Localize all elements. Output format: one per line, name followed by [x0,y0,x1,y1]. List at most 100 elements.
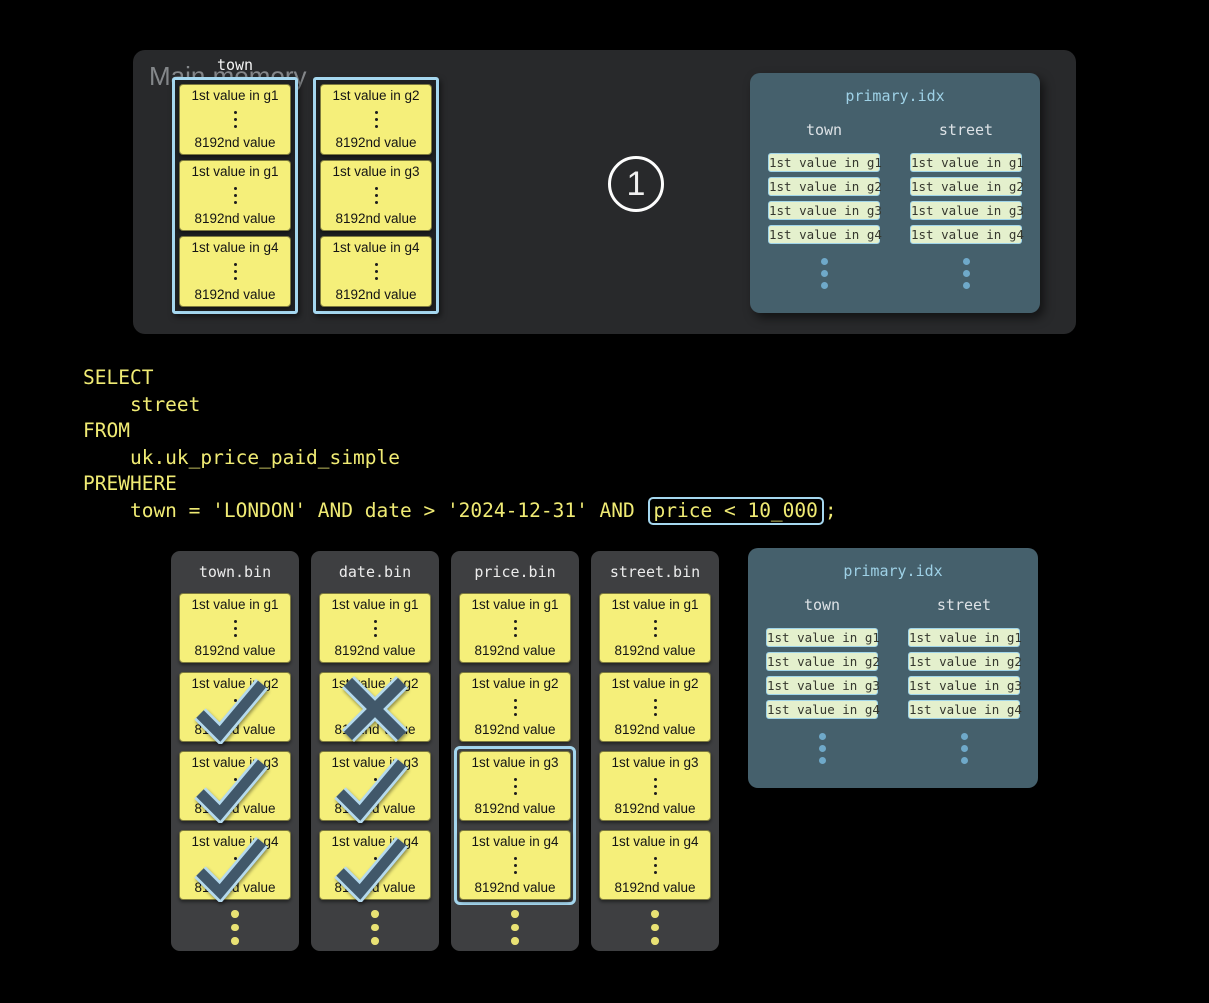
granule-last-value: 8192nd value [614,801,696,817]
sql-line-from: FROM [83,419,130,443]
ellipsis-icon [233,263,237,280]
granule-last-value: 8192nd value [474,801,556,817]
index-entry: 1st value in g1 [910,153,1024,172]
granule-last-value: 8192nd value [194,211,276,227]
bin-column-title: street.bin [609,563,701,581]
granule-first-value: 1st value in g4 [191,240,279,255]
primary-idx-title: primary.idx [843,562,943,580]
ellipsis-icon [653,619,657,637]
granule-g1: 1st value in g1 8192nd value [179,593,291,663]
granule-first-value: 1st value in g2 [471,676,559,691]
granule-last-value: 8192nd value [335,135,417,151]
ellipsis-icon [373,777,377,795]
index-entry: 1st value in g2 [908,652,1022,671]
more-entries-dots [960,733,968,764]
memory-column-label: town [216,56,254,74]
granule-g2: 1st value in g2 8192nd value [459,672,571,742]
index-column-label: town [803,596,841,614]
granule-g1: 1st value in g1 8192nd value [179,84,291,155]
ellipsis-icon [233,698,237,716]
index-entry: 1st value in g4 [910,225,1024,244]
granule-last-value: 8192nd value [614,643,696,659]
granule-g4: 1st value in g4 8192nd value [599,830,711,900]
granule-g1: 1st value in g1 8192nd value [319,593,431,663]
sql-line-select: SELECT [83,366,154,389]
index-column-street: street 1st value in g1 1st value in g2 1st … [906,121,1026,289]
step-1-badge: 1 [608,156,664,212]
granule-g2: 1st value in g2 8192nd value [319,672,431,743]
granule-g2: 1st value in g2 8192nd value [179,672,291,744]
index-column-label: street [936,596,992,614]
ellipsis-icon [373,856,377,874]
sql-line-select-column: street [83,392,201,416]
granule-last-value: 8192nd value [335,211,417,227]
granule-g1: 1st value in g1 8192nd value [459,593,571,663]
index-entry: 1st value in g1 [768,153,882,172]
ellipsis-icon [513,698,517,716]
granule-first-value: 1st value in g2 [191,676,279,691]
granule-g3: 1st value in g3 8192nd value [319,751,431,823]
sql-predicate-prefix: town = 'LONDON' AND date > '2024-12-31' … [83,498,647,522]
index-column-town: town 1st value in g1 1st value in g2 1st va… [764,121,884,289]
more-entries-dots [962,258,970,289]
granule-first-value: 1st value in g2 [332,88,420,103]
granule-g3: 1st value in g3 8192nd value [459,751,571,821]
granule-last-value: 8192nd value [194,135,276,151]
index-entry: 1st value in g2 [768,177,882,196]
ellipsis-icon [513,777,517,795]
ellipsis-icon [373,619,377,637]
granule-g2: 1st value in g2 8192nd value [599,672,711,742]
index-entry: 1st value in g3 [766,676,880,695]
bin-column-price: price.bin 1st value in g1 8192nd value 1st… [451,551,579,951]
granule-first-value: 1st value in g4 [332,240,420,255]
granule-g4: 1st value in g4 8192nd value [459,830,571,900]
ellipsis-icon [374,111,378,128]
granule-g3: 1st value in g3 8192nd value [599,751,711,821]
bin-column-date: date.bin 1st value in g1 8192nd value 1st … [311,551,439,951]
sql-line-predicates: town = 'LONDON' AND date > '2024-12-31' … [83,496,837,525]
granule-g2: 1st value in g3 8192nd value [320,160,432,231]
granule-g1: 1st value in g1 8192nd value [599,593,711,663]
ellipsis-icon [233,111,237,128]
granule-last-value: 8192nd value [614,722,696,738]
granule-last-value: 8192nd value [334,722,416,738]
more-granules-dots [511,910,519,945]
main-memory-panel: Main memory town 1st value in g1 8192nd v… [133,50,1076,334]
granule-last-value: 8192nd value [474,880,556,896]
ellipsis-icon [513,856,517,874]
ellipsis-icon [653,856,657,874]
more-entries-dots [820,258,828,289]
granule-first-value: 1st value in g4 [331,834,419,849]
bin-column-title: price.bin [474,563,556,581]
sql-query: SELECT street FROM uk.uk_price_paid_simp… [83,365,837,525]
primary-idx-title: primary.idx [845,87,945,105]
granule-first-value: 1st value in g4 [611,834,699,849]
ellipsis-icon [233,777,237,795]
granule-g2: 1st value in g1 8192nd value [179,160,291,231]
index-column-label: street [938,121,994,139]
granule-g3: 1st value in g4 8192nd value [179,236,291,307]
granule-last-value: 8192nd value [334,801,416,817]
bin-column-granules: 1st value in g1 8192nd value 1st value in … [179,593,291,945]
primary-idx-panel-top: primary.idx town 1st value in g1 1st value… [750,73,1040,313]
granule-first-value: 1st value in g1 [191,88,279,103]
index-column-label: town [805,121,843,139]
granule-last-value: 8192nd value [614,880,696,896]
index-entry: 1st value in g1 [766,628,880,647]
index-entry: 1st value in g4 [768,225,882,244]
granule-first-value: 1st value in g2 [611,676,699,691]
ellipsis-icon [653,698,657,716]
step-1-number: 1 [626,164,646,203]
granule-last-value: 8192nd value [194,801,276,817]
granule-last-value: 8192nd value [335,287,417,303]
granule-g4: 1st value in g4 8192nd value [179,830,291,902]
granule-first-value: 1st value in g2 [331,676,419,691]
granule-first-value: 1st value in g1 [611,597,699,612]
granule-first-value: 1st value in g4 [191,834,279,849]
primary-idx-columns: town 1st value in g1 1st value in g2 1st va… [748,596,1038,764]
index-column-town: town 1st value in g1 1st value in g2 1st va… [762,596,882,764]
ellipsis-icon [513,619,517,637]
index-entry: 1st value in g4 [908,700,1022,719]
ellipsis-icon [653,777,657,795]
index-entry: 1st value in g3 [768,201,882,220]
